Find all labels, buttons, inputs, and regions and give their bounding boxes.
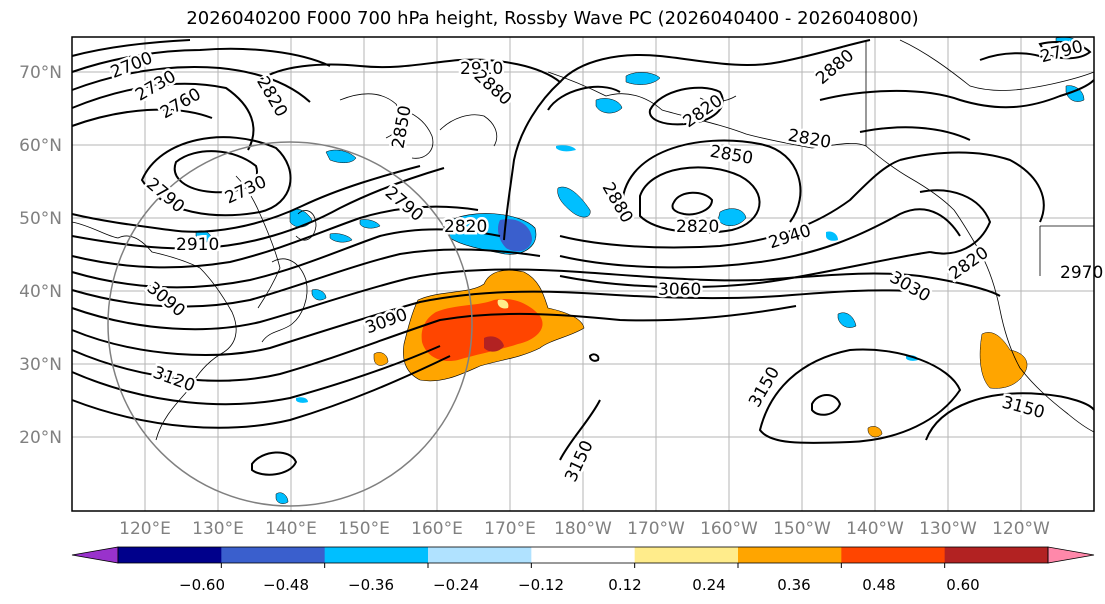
colorbar-segment xyxy=(221,547,326,563)
colorbar-extend-max xyxy=(1047,546,1095,564)
colorbar-segment xyxy=(118,547,222,563)
lat-label: 70°N xyxy=(19,63,62,83)
longitude-labels: 120°E 130°E 140°E 150°E 160°E 170°E 180°… xyxy=(119,519,1050,539)
lon-label: 140°W xyxy=(846,519,904,539)
map-title: 2026040200 F000 700 hPa height, Rossby W… xyxy=(186,8,919,29)
map-frame xyxy=(71,36,1095,512)
lon-label: 180°W xyxy=(554,519,612,539)
colorbar-segment xyxy=(738,547,842,563)
colorbar-segment xyxy=(841,547,946,563)
colorbar-tick: 0.60 xyxy=(946,576,979,594)
lon-label: 130°E xyxy=(192,519,244,539)
colorbar-extend-min xyxy=(71,546,119,564)
colorbar-segment xyxy=(531,547,636,563)
negative-anomaly-areas xyxy=(195,37,1085,504)
colorbar-tick: −0.24 xyxy=(433,576,479,594)
contour-label: 2910 xyxy=(460,59,503,79)
colorbar-segment xyxy=(634,547,739,563)
lon-label: 130°W xyxy=(919,519,977,539)
colorbar-segment xyxy=(428,547,532,563)
lon-label: 140°E xyxy=(265,519,317,539)
lon-label: 150°W xyxy=(773,519,831,539)
latitude-labels: 70°N 60°N 50°N 40°N 30°N 20°N xyxy=(19,63,62,448)
lon-label: 170°E xyxy=(484,519,536,539)
colorbar-frame xyxy=(117,546,1049,564)
colorbar-tick: 0.24 xyxy=(692,576,725,594)
colorbar-tick: −0.36 xyxy=(348,576,394,594)
colorbar-tick: 0.12 xyxy=(608,576,641,594)
colorbar-tick: −0.48 xyxy=(263,576,309,594)
lat-label: 50°N xyxy=(19,209,62,229)
colorbar-tick: −0.12 xyxy=(518,576,564,594)
lon-label: 150°E xyxy=(338,519,390,539)
lat-label: 20°N xyxy=(19,428,62,448)
colorbar-segment xyxy=(944,547,1049,563)
lon-label: 160°E xyxy=(411,519,463,539)
range-ring xyxy=(107,141,473,507)
lon-label: 160°W xyxy=(700,519,758,539)
contour-label: 2820 xyxy=(444,217,487,237)
contour-label: 2970 xyxy=(1060,263,1103,283)
lat-label: 40°N xyxy=(19,282,62,302)
colorbar-tick: 0.36 xyxy=(777,576,810,594)
colorbar-ticks: −0.60 −0.48 −0.36 −0.24 −0.12 0.12 0.24 … xyxy=(179,576,980,594)
lat-label: 60°N xyxy=(19,136,62,156)
lon-label: 170°W xyxy=(627,519,685,539)
colorbar-segment xyxy=(324,547,429,563)
contour-label: 2820 xyxy=(676,217,719,237)
colorbar-tick: −0.60 xyxy=(179,576,225,594)
lat-label: 30°N xyxy=(19,355,62,375)
colorbar xyxy=(71,546,1095,568)
height-contours xyxy=(71,39,1095,476)
lon-label: 120°E xyxy=(119,519,171,539)
contour-label: 2910 xyxy=(176,235,219,255)
graticule xyxy=(72,37,1094,511)
lon-label: 120°W xyxy=(992,519,1050,539)
colorbar-tick: 0.48 xyxy=(862,576,895,594)
contour-label: 3060 xyxy=(658,280,701,300)
